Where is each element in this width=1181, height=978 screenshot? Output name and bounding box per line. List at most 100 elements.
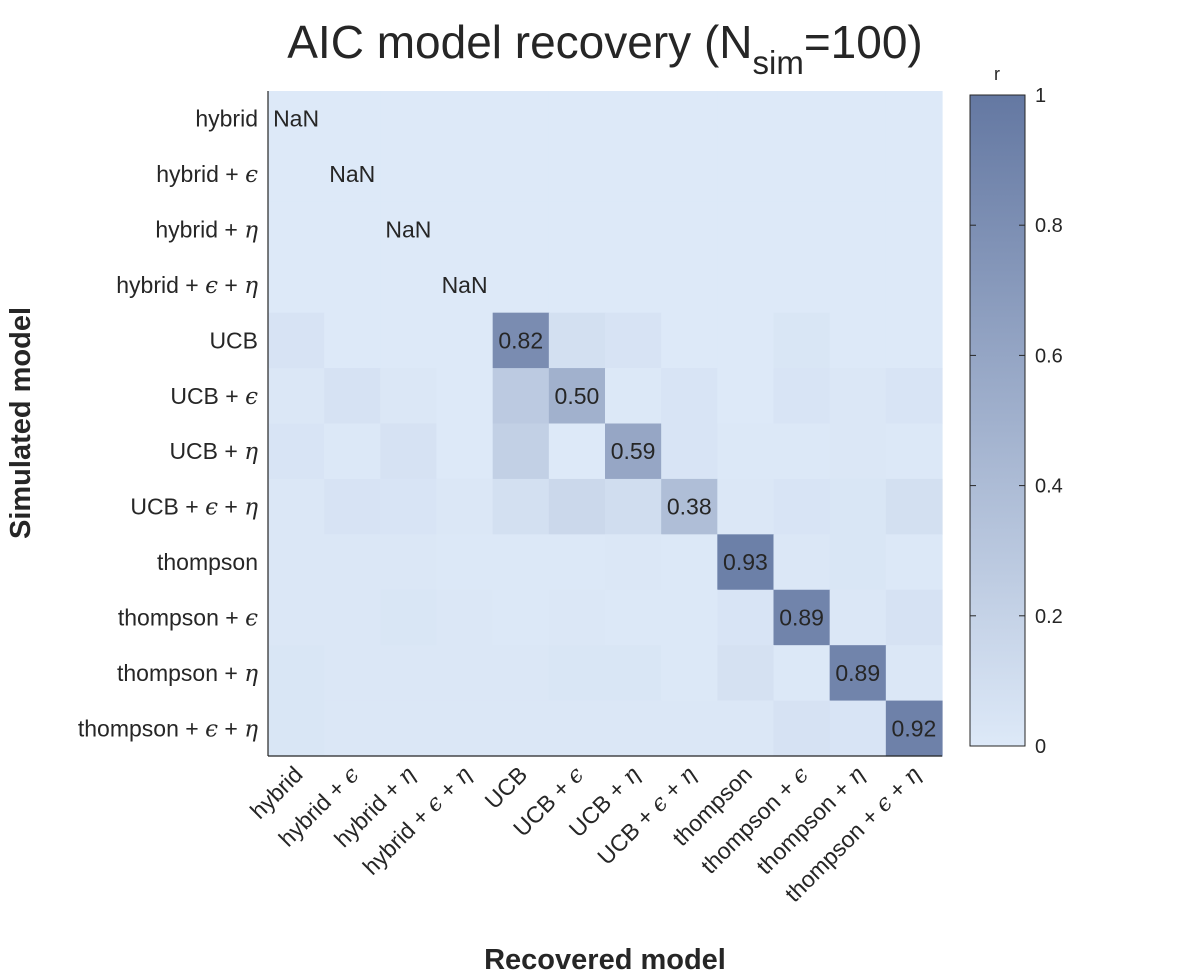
y-tick-label: thompson + ϵ (118, 604, 258, 631)
heatmap-cell-r9-c0 (268, 589, 325, 646)
heatmap-cell-r3-c6 (605, 257, 662, 314)
heatmap-cell-r10-c5 (548, 645, 606, 702)
heatmap-cell-r4-c9 (773, 312, 831, 369)
y-tick-label: hybrid (195, 106, 258, 132)
heatmap-cell-r5-c6 (605, 368, 662, 425)
heatmap-cell-r6-c6 (605, 423, 662, 480)
heatmap-cell-r4-c10 (829, 312, 887, 369)
heatmap-cell-r9-c7 (661, 589, 718, 646)
heatmap-cell-r7-c2 (380, 478, 438, 535)
heatmap-cell-r3-c1 (324, 257, 381, 314)
colorbar-gradient (969, 94, 1026, 747)
heatmap-cell-r5-c10 (829, 368, 887, 425)
heatmap-cell-r4-c2 (380, 312, 438, 369)
heatmap-cell-r2-c5 (548, 201, 606, 258)
y-tick-label: thompson + η (117, 660, 258, 687)
heatmap-cell-r7-c5 (548, 478, 606, 535)
heatmap-cell-r1-c1 (324, 146, 381, 203)
heatmap-cell-r11-c5 (548, 700, 606, 757)
chart-title-main: AIC model recovery (N (287, 16, 752, 68)
y-tick-label: hybrid + ϵ (156, 161, 258, 188)
heatmap-cell-r2-c7 (661, 201, 718, 258)
cell-value-label: NaN (329, 161, 375, 187)
heatmap-cell-r0-c2 (380, 91, 438, 148)
heatmap-cell-r6-c7 (661, 423, 718, 480)
y-tick-labels: hybrid hybrid + ϵ hybrid + η hybrid + ϵ + η… (78, 106, 258, 743)
heatmap-cell-r10-c9 (773, 645, 831, 702)
heatmap-cell-r1-c8 (717, 146, 775, 203)
heatmap-cell-r5-c11 (885, 368, 943, 425)
heatmap-cell-r4-c6 (605, 312, 662, 369)
heatmap-cell-r9-c3 (436, 589, 494, 646)
heatmap-cell-r4-c4 (492, 312, 550, 369)
heatmap-cell-r9-c1 (324, 589, 381, 646)
heatmap-cell-r1-c4 (492, 146, 550, 203)
heatmap-cell-r0-c9 (773, 91, 831, 148)
x-axis-title: Recovered model (484, 944, 726, 976)
cell-value-label: 0.89 (835, 660, 880, 686)
heatmap-cell-r9-c11 (885, 589, 943, 646)
heatmap-cell-r1-c9 (773, 146, 831, 203)
cell-value-label: 0.50 (555, 383, 600, 409)
heatmap-cell-r6-c8 (717, 423, 775, 480)
y-tick-label: UCB (209, 327, 258, 353)
chart-title: AIC model recovery (Nsim=100) (287, 16, 923, 81)
heatmap-cell-r8-c4 (492, 534, 550, 591)
heatmap-cell-r11-c4 (492, 700, 550, 757)
heatmap-cell-r10-c8 (717, 645, 775, 702)
heatmap-cell-r0-c6 (605, 91, 662, 148)
heatmap-cell-r8-c6 (605, 534, 662, 591)
colorbar-tick-label: 0.8 (1035, 215, 1063, 237)
colorbar-tick-label: 0 (1035, 736, 1046, 758)
cell-value-label: NaN (442, 272, 488, 298)
y-tick-label: UCB + ϵ + η (130, 494, 258, 521)
heatmap-cell-r1-c2 (380, 146, 438, 203)
heatmap-cell-r6-c11 (885, 423, 943, 480)
heatmap-cell-r9-c8 (717, 589, 775, 646)
heatmap-cell-r3-c2 (380, 257, 438, 314)
colorbar-ticks: 0 0.2 0.4 0.6 0.8 1 (970, 85, 1063, 758)
heatmap-cell-r8-c3 (436, 534, 494, 591)
cell-value-label: 0.92 (892, 715, 937, 741)
heatmap-cell-r7-c7 (661, 478, 718, 535)
heatmap-cell-r5-c8 (717, 368, 775, 425)
y-tick-label: thompson (157, 549, 258, 575)
heatmap-cell-r8-c8 (717, 534, 775, 591)
heatmap-cell-r10-c4 (492, 645, 550, 702)
chart-title-subscript: sim (752, 44, 803, 81)
heatmap-cell-r1-c10 (829, 146, 887, 203)
heatmap-cell-r7-c8 (717, 478, 775, 535)
heatmap-cell-r6-c1 (324, 423, 381, 480)
heatmap-cell-r11-c1 (324, 700, 381, 757)
heatmap-cell-r4-c3 (436, 312, 494, 369)
heatmap-cell-r5-c4 (492, 368, 550, 425)
heatmap-cell-r5-c5 (548, 368, 606, 425)
heatmap-cell-r7-c1 (324, 478, 381, 535)
heatmap-cell-r0-c0 (268, 91, 325, 148)
heatmap-cell-r2-c11 (885, 201, 943, 258)
heatmap-cell-r8-c10 (829, 534, 887, 591)
heatmap-cell-r7-c6 (605, 478, 662, 535)
heatmap-cell-r9-c2 (380, 589, 438, 646)
colorbar: 0 0.2 0.4 0.6 0.8 1 r (969, 64, 1063, 758)
chart-title-tail: =100) (804, 16, 923, 68)
heatmap-cell-r3-c3 (436, 257, 494, 314)
colorbar-title: r (994, 64, 1000, 84)
y-tick-label: hybrid + η (155, 217, 258, 244)
heatmap-cell-r5-c1 (324, 368, 381, 425)
heatmap-cell-r4-c7 (661, 312, 718, 369)
heatmap-cell-r10-c7 (661, 645, 718, 702)
heatmap-cell-r0-c11 (885, 91, 943, 148)
heatmap-cell-r3-c0 (268, 257, 325, 314)
cell-value-label: 0.59 (611, 438, 656, 464)
heatmap-cell-r6-c4 (492, 423, 550, 480)
heatmap-cell-r1-c5 (548, 146, 606, 203)
heatmap-cell-r11-c7 (661, 700, 718, 757)
heatmap-cell-r7-c3 (436, 478, 494, 535)
heatmap-cell-r3-c7 (661, 257, 718, 314)
heatmap-cell-r2-c4 (492, 201, 550, 258)
heatmap-cell-r10-c1 (324, 645, 381, 702)
heatmap-cell-r8-c1 (324, 534, 381, 591)
y-axis-title: Simulated model (5, 307, 37, 539)
